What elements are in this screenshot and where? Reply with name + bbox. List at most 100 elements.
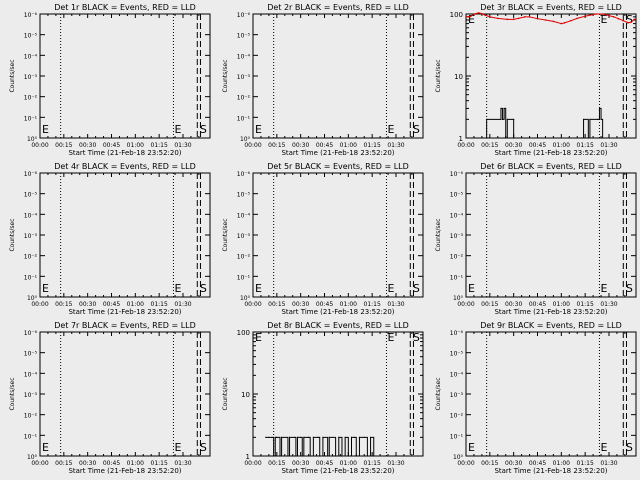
y-tick-label: 10⁻¹ (237, 115, 251, 122)
y-tick-label: 10⁻⁵ (450, 351, 464, 358)
x-tick-label: 00:15 (268, 301, 285, 308)
x-tick-label: 00:45 (103, 142, 120, 149)
panel-title: Det 1r BLACK = Events, RED = LLD (54, 3, 196, 12)
x-tick-label: 01:15 (577, 301, 594, 308)
event-marker-label: E (468, 13, 475, 26)
y-tick-label: 10⁻² (450, 413, 464, 420)
x-tick-label: 01:30 (174, 301, 191, 308)
x-tick-label: 00:15 (481, 301, 498, 308)
y-tick-label: 10⁻⁵ (450, 192, 464, 199)
panel-title: Det 4r BLACK = Events, RED = LLD (54, 162, 196, 171)
events-point (287, 455, 289, 457)
event-marker-label: S (200, 123, 207, 136)
x-tick-label: 00:45 (316, 460, 333, 467)
detector-panel-3: Det 3r BLACK = Events, RED = LLD 00:00 00:… (435, 3, 637, 157)
x-tick-label: 01:30 (600, 142, 617, 149)
x-tick-label: 01:15 (364, 460, 381, 467)
x-tick-label: 00:15 (268, 142, 285, 149)
y-tick-label: 10⁻² (24, 95, 38, 102)
y-tick-label: 10⁻⁶ (24, 330, 38, 337)
panel-title: Det 3r BLACK = Events, RED = LLD (480, 3, 622, 12)
events-point (600, 118, 602, 120)
lld-point (469, 15, 472, 18)
events-point (486, 118, 488, 120)
y-tick-label: 10⁻³ (24, 233, 38, 240)
events-point (486, 137, 488, 139)
y-tick-label: 10⁰ (27, 295, 38, 302)
detector-panel-4: Det 4r BLACK = Events, RED = LLD 00:00 00:… (9, 162, 211, 316)
y-tick-label: 10⁻¹ (450, 433, 464, 440)
x-tick-label: 00:45 (529, 142, 546, 149)
y-tick-label: 10⁰ (453, 454, 464, 461)
detector-panel-1: Det 1r BLACK = Events, RED = LLD 00:00 00:… (9, 3, 211, 157)
x-tick-label: 00:00 (244, 460, 261, 467)
x-tick-label: 01:30 (174, 142, 191, 149)
event-marker-label: S (626, 13, 633, 26)
y-tick-label: 10⁻² (450, 254, 464, 261)
event-marker-label: E (255, 282, 262, 295)
events-point (274, 436, 276, 438)
events-point (335, 455, 337, 457)
y-tick-label: 10⁻⁶ (450, 171, 464, 178)
lld-point (506, 18, 509, 21)
x-tick-label: 00:45 (529, 460, 546, 467)
event-marker-label: E (174, 123, 181, 136)
x-tick-label: 01:00 (553, 460, 570, 467)
event-marker-label: E (42, 441, 49, 454)
event-marker-label: E (255, 331, 262, 344)
event-marker-label: E (174, 441, 181, 454)
lld-point (481, 12, 483, 15)
event-marker-label: S (626, 282, 633, 295)
y-tick-label: 10⁻⁵ (24, 192, 38, 199)
y-tick-label: 10⁻¹ (24, 115, 38, 122)
y-tick-label: 10⁻¹ (24, 433, 38, 440)
y-tick-label: 10⁻² (237, 254, 251, 261)
lld-point (496, 17, 499, 20)
panel-title: Det 9r BLACK = Events, RED = LLD (480, 321, 622, 330)
events-point (317, 436, 319, 438)
events-point (327, 455, 329, 457)
events-point (341, 455, 343, 457)
x-tick-label: 01:00 (553, 142, 570, 149)
events-point (501, 118, 504, 120)
events-point (602, 137, 604, 139)
events-point (309, 455, 311, 457)
y-tick-label: 10⁰ (240, 136, 251, 143)
lld-point (622, 19, 625, 22)
event-marker-label: E (42, 123, 49, 136)
x-tick-label: 00:15 (55, 460, 72, 467)
lld-point (601, 13, 604, 15)
detector-panel-7: Det 7r BLACK = Events, RED = LLD 00:00 00:… (9, 321, 211, 475)
detector-panel-8: Det 8r BLACK = Events, RED = LLD 00:00 00:… (222, 321, 424, 475)
y-axis-label: Counts/sec (222, 59, 229, 92)
x-tick-label: 00:30 (79, 301, 96, 308)
y-axis-label: Counts/sec (435, 377, 442, 410)
x-tick-label: 01:00 (340, 142, 357, 149)
event-marker-label: E (600, 13, 607, 26)
x-tick-label: 00:30 (505, 301, 522, 308)
y-tick-label: 10⁻¹ (450, 274, 464, 281)
events-point (293, 436, 295, 438)
y-tick-label: 10⁻⁶ (24, 12, 38, 19)
events-point (358, 436, 361, 438)
events-point (288, 436, 291, 438)
y-tick-label: 10⁻⁶ (24, 171, 38, 178)
x-tick-label: 00:00 (457, 301, 474, 308)
x-tick-label: 01:30 (387, 142, 404, 149)
x-tick-label: 00:30 (79, 460, 96, 467)
event-marker-label: E (42, 282, 49, 295)
events-point (273, 455, 275, 457)
plot-frame (252, 13, 424, 139)
events-point (328, 436, 330, 438)
y-tick-label: 10⁻⁴ (237, 212, 251, 219)
events-point (581, 137, 583, 139)
events-point (506, 118, 508, 120)
y-tick-label: 10⁻³ (24, 74, 38, 81)
event-marker-label: E (468, 282, 475, 295)
x-tick-label: 00:30 (292, 301, 309, 308)
events-point (369, 436, 372, 438)
y-tick-label: 10⁻² (237, 95, 251, 102)
panel-title: Det 6r BLACK = Events, RED = LLD (480, 162, 622, 171)
x-tick-label: 00:00 (31, 142, 48, 149)
